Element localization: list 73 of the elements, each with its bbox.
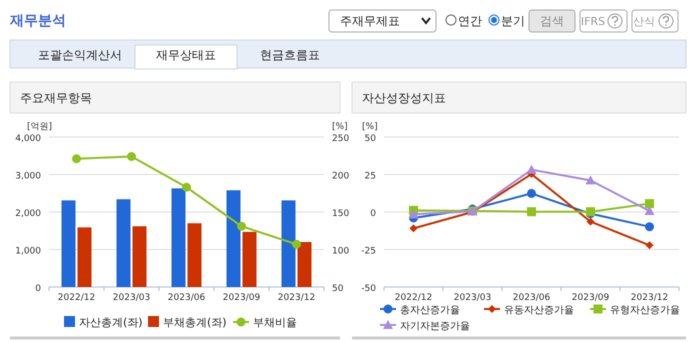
bar bbox=[172, 188, 186, 287]
y2-tick-label: 150 bbox=[332, 209, 350, 219]
bar bbox=[282, 200, 296, 287]
y-tick-label: 0 bbox=[35, 284, 42, 294]
bar bbox=[226, 190, 240, 287]
x-tick-label: 2023/12 bbox=[278, 293, 316, 303]
x-tick-label: 2023/06 bbox=[168, 293, 206, 303]
y-tick-label: 1,000 bbox=[15, 246, 42, 256]
legend-label: 유형자산증가율 bbox=[610, 305, 680, 316]
y-tick-label: 50 bbox=[364, 134, 376, 144]
chart-title: 주요재무항목 bbox=[20, 91, 92, 105]
text: 분기 bbox=[501, 14, 525, 28]
text: 포괄손익계산서 bbox=[38, 48, 122, 62]
bar bbox=[78, 227, 92, 287]
point bbox=[182, 182, 191, 192]
legend-label: 자산총계(좌) bbox=[79, 316, 143, 329]
legend-label: 총자산증가율 bbox=[400, 305, 460, 316]
y2-tick-label: 50 bbox=[332, 284, 344, 294]
x-tick-label: 2022/12 bbox=[394, 293, 432, 303]
y-axis-title: [억원] bbox=[27, 122, 52, 132]
bar bbox=[298, 242, 312, 287]
point bbox=[526, 164, 536, 174]
y-tick-label: 25 bbox=[364, 172, 376, 182]
bar bbox=[62, 200, 76, 287]
point bbox=[527, 188, 536, 198]
point bbox=[237, 222, 246, 231]
y-tick-label: 2,000 bbox=[15, 209, 42, 219]
x-tick-label: 2023/12 bbox=[630, 293, 668, 303]
y2-tick-label: 250 bbox=[332, 134, 350, 144]
bar bbox=[132, 226, 146, 287]
point bbox=[645, 222, 654, 232]
text: 현금흐름표 bbox=[260, 48, 320, 62]
text: 산식 bbox=[633, 15, 655, 28]
y2-tick-label: 200 bbox=[332, 172, 350, 182]
point bbox=[645, 199, 654, 208]
legend-label: 부채총계(좌) bbox=[163, 316, 227, 329]
text: 연간 bbox=[458, 14, 482, 28]
legend-label: 유동자산증가율 bbox=[504, 305, 574, 316]
y-axis-title: [%] bbox=[362, 122, 378, 132]
y-tick-label: -25 bbox=[361, 246, 376, 256]
legend-label: 부채비율 bbox=[253, 316, 297, 329]
point bbox=[644, 206, 654, 215]
point bbox=[527, 207, 536, 216]
legend-label: 자기자본증가율 bbox=[400, 321, 470, 332]
point bbox=[646, 241, 654, 250]
y-tick-label: 0 bbox=[370, 209, 376, 219]
y-tick-label: 3,000 bbox=[15, 172, 42, 182]
point bbox=[408, 209, 418, 218]
bar bbox=[242, 232, 256, 287]
text: 검색 bbox=[540, 14, 564, 28]
point bbox=[127, 152, 136, 161]
y2-axis-title: [%] bbox=[332, 122, 348, 132]
y-tick-label: -50 bbox=[361, 284, 376, 294]
x-tick-label: 2022/12 bbox=[58, 293, 96, 303]
point bbox=[410, 224, 418, 232]
point bbox=[72, 154, 81, 164]
y-tick-label: 4,000 bbox=[15, 134, 42, 144]
x-tick-label: 2023/03 bbox=[112, 293, 150, 303]
text: IFRS bbox=[580, 15, 606, 28]
y2-tick-label: 100 bbox=[332, 246, 350, 256]
x-tick-label: 2023/09 bbox=[222, 293, 260, 303]
text: 재무분석 bbox=[9, 13, 66, 29]
text: 재무상태표 bbox=[156, 48, 216, 62]
point bbox=[586, 218, 594, 226]
point bbox=[292, 240, 301, 249]
text: 주재무제표 bbox=[340, 14, 400, 28]
chart-title: 자산성장성지표 bbox=[362, 91, 446, 105]
x-tick-label: 2023/06 bbox=[512, 293, 550, 303]
x-tick-label: 2023/09 bbox=[572, 293, 610, 303]
bar bbox=[188, 223, 202, 287]
point bbox=[586, 175, 596, 184]
x-tick-label: 2023/03 bbox=[454, 293, 492, 303]
bar bbox=[116, 199, 130, 287]
